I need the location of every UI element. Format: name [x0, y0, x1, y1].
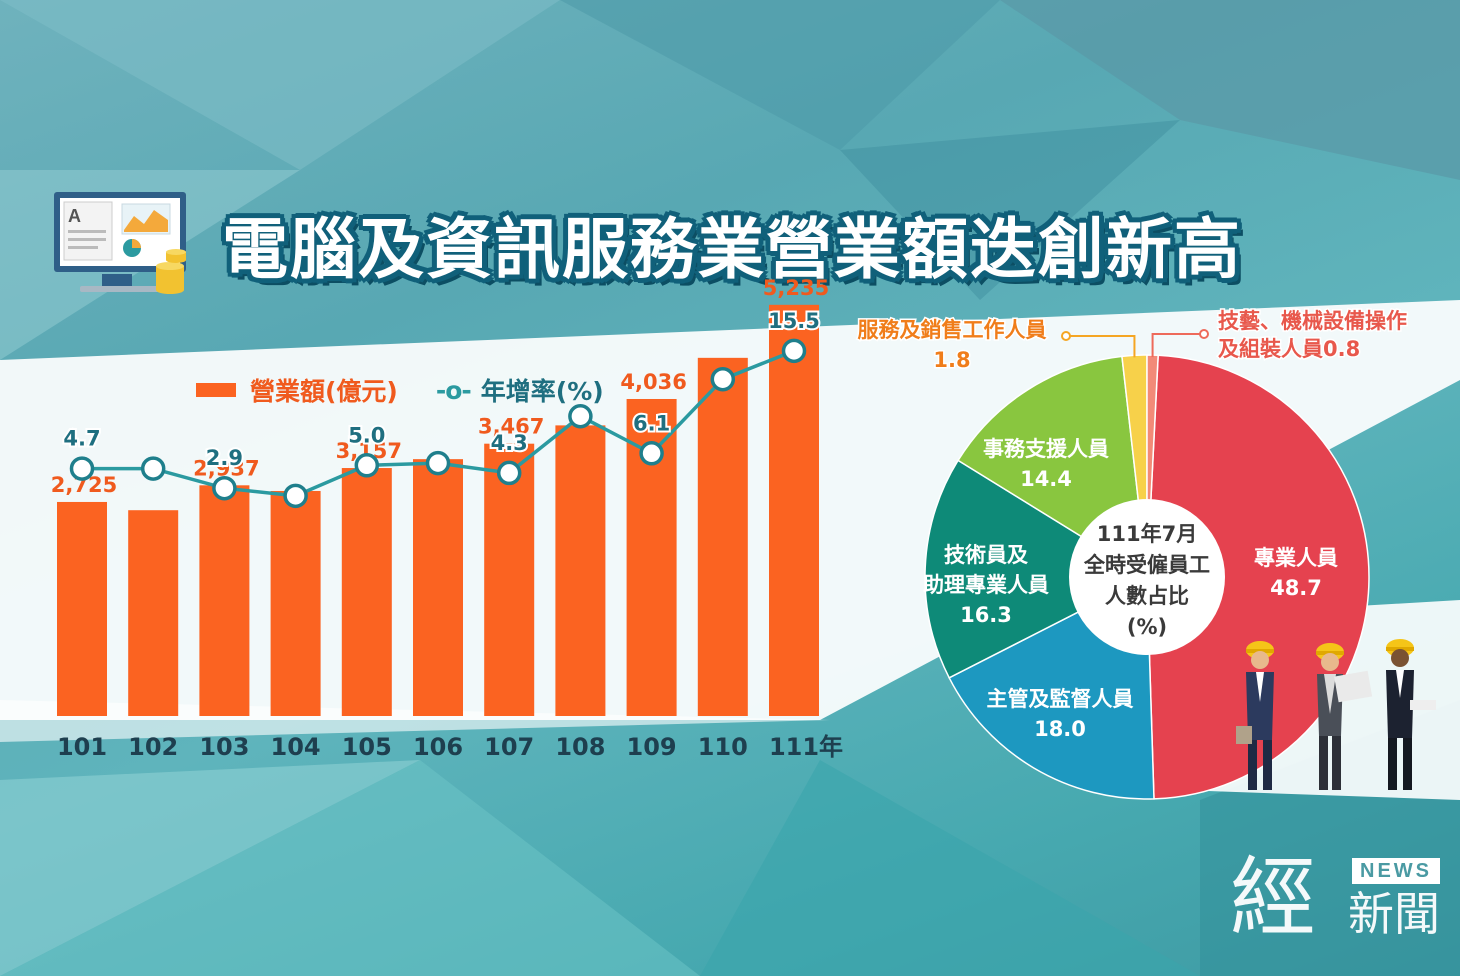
growth-point: [496, 460, 522, 486]
x-tick-label: 108: [555, 733, 605, 761]
x-tick-label: 111年: [769, 733, 843, 761]
legend-bar-label: 營業額(億元): [250, 377, 398, 406]
callout-dot: [1199, 329, 1209, 339]
pie-slice-label: 主管及監督人員: [987, 687, 1134, 711]
growth-point: [69, 456, 95, 481]
callout-dot: [1061, 331, 1071, 341]
bar: [555, 425, 606, 716]
growth-point: [425, 450, 451, 476]
pie-slice-value: 16.3: [960, 603, 1012, 627]
legend-line-marker: -o-: [435, 375, 472, 405]
workers-illustration: [1236, 639, 1436, 790]
computer-chart-icon: A: [54, 192, 186, 294]
growth-point: [354, 453, 380, 478]
growth-data-label: 6.1: [633, 411, 670, 435]
bar: [697, 357, 748, 716]
watermark-news: NEWS: [1352, 858, 1440, 884]
x-tick-label: 109: [627, 733, 677, 761]
growth-point: [639, 441, 664, 466]
bar: [270, 490, 321, 716]
bar: [413, 459, 463, 716]
pie-slice-value: 18.0: [1034, 717, 1086, 741]
x-tick-label: 102: [128, 733, 178, 761]
growth-point: [781, 338, 807, 364]
pie-center-label: 全時受僱員工: [1083, 553, 1210, 577]
news-watermark: 經 NEWS 新聞: [1230, 848, 1440, 958]
x-tick-label: 101: [57, 733, 107, 761]
bar: [769, 304, 819, 716]
bar: [57, 501, 107, 716]
growth-point: [212, 475, 237, 501]
x-tick-label: 105: [342, 733, 392, 761]
watermark-main-char: 經: [1230, 848, 1316, 948]
growth-data-label: 2.9: [206, 446, 243, 470]
bar: [199, 485, 250, 716]
pie-slice-label: 事務支援人員: [983, 437, 1109, 461]
callout-line: [1151, 333, 1204, 358]
pie-center-label: 111年7月: [1097, 522, 1197, 546]
legend-line-label: 年增率(%): [480, 377, 604, 406]
pie-slice: [1146, 354, 1370, 800]
x-tick-label: 106: [413, 733, 463, 761]
x-tick-label: 107: [484, 733, 534, 761]
callout-value: 1.8: [933, 348, 970, 372]
growth-data-label: 4.7: [63, 427, 100, 451]
x-tick-label: 110: [698, 733, 748, 761]
pie-center-label: (%): [1127, 615, 1167, 639]
callout-line: [1066, 335, 1136, 358]
callout-label: 技藝、機械設備操作: [1218, 309, 1407, 333]
bar: [341, 468, 392, 716]
x-tick-label: 104: [271, 733, 321, 761]
growth-data-label: 15.5: [768, 309, 820, 333]
legend-bar-swatch: [196, 383, 236, 397]
growth-point: [710, 366, 736, 392]
pie-slice-value: 48.7: [1270, 576, 1322, 600]
pie-slice-value: 14.4: [1020, 467, 1072, 491]
bar-data-label: 3,467: [478, 415, 544, 439]
bar-data-label: 4,036: [620, 370, 686, 394]
callout-label: 及組裝人員0.8: [1218, 337, 1360, 361]
growth-point: [140, 456, 166, 481]
growth-data-label: 4.3: [491, 431, 528, 455]
pie-slice: [924, 459, 1149, 679]
pie-slice-label: 助理專業人員: [923, 573, 1049, 597]
pie-center-hole: [1069, 499, 1225, 655]
svg-text:A: A: [68, 206, 81, 226]
pie-center-label: 人數占比: [1105, 584, 1189, 608]
growth-point: [283, 483, 308, 509]
pie-slice-label: 技術員及: [944, 543, 1029, 567]
page-title: 電腦及資訊服務業營業額迭創新高: [222, 211, 1242, 288]
watermark-sub: 新聞: [1348, 887, 1440, 941]
callout-label: 服務及銷售工作人員: [858, 318, 1047, 342]
bar: [128, 510, 179, 716]
bar: [484, 443, 535, 716]
x-tick-label: 103: [199, 733, 249, 761]
bar-data-label: 5,235: [763, 276, 829, 300]
growth-point: [568, 404, 593, 429]
pie-slice-label: 專業人員: [1254, 546, 1338, 570]
growth-data-label: 5.0: [348, 423, 385, 447]
chart-legend: 營業額(億元) -o- 年增率(%): [196, 372, 604, 408]
